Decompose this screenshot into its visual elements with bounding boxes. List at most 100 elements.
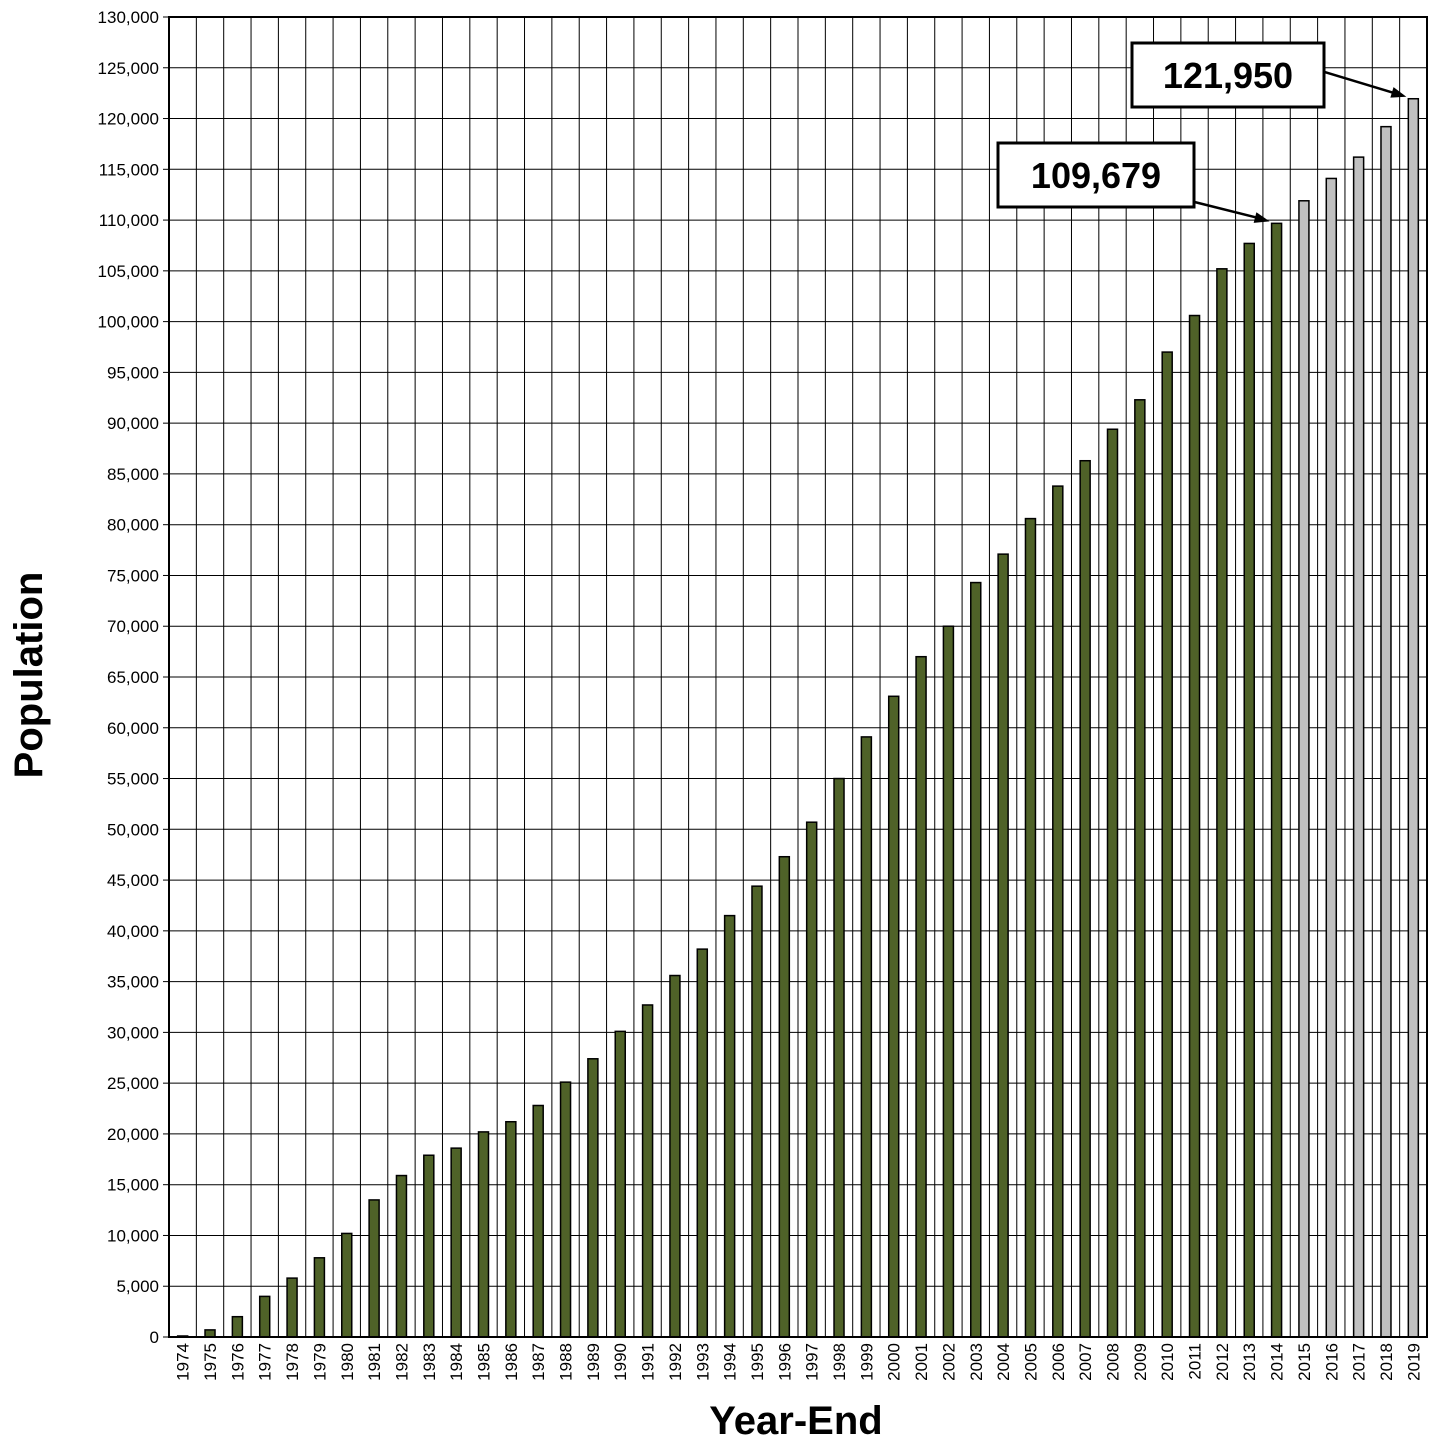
x-tick-label: 1984: [447, 1343, 466, 1381]
bar-1988: [559, 1081, 572, 1338]
x-tick-label: 2006: [1049, 1343, 1068, 1381]
x-tick-label: 2015: [1295, 1343, 1314, 1381]
x-axis-title: Year-End: [709, 1399, 882, 1442]
callout-label: 121,950: [1163, 55, 1293, 96]
y-tick-label: 90,000: [107, 414, 159, 433]
bar-2002: [942, 625, 955, 1338]
x-tick-label: 1983: [420, 1343, 439, 1381]
bar-1978: [286, 1277, 298, 1338]
x-tick-label: 1997: [803, 1343, 822, 1381]
bar-1985: [477, 1131, 490, 1338]
x-tick-label: 2008: [1104, 1343, 1123, 1381]
y-tick-label: 130,000: [98, 8, 159, 27]
x-tick-label: 2013: [1240, 1343, 1259, 1381]
x-tick-label: 2004: [994, 1343, 1013, 1381]
callout-label: 109,679: [1031, 155, 1161, 196]
bar-2007: [1079, 459, 1091, 1338]
x-tick-label: 1979: [310, 1343, 329, 1381]
x-tick-label: 1981: [365, 1343, 384, 1381]
y-tick-label: 95,000: [107, 363, 159, 382]
bar-1977: [258, 1295, 271, 1338]
y-tick-label: 60,000: [107, 719, 159, 738]
x-tick-label: 2014: [1268, 1343, 1287, 1381]
bar-1994: [723, 914, 736, 1338]
y-tick-label: 85,000: [107, 465, 159, 484]
bar-2015: [1298, 200, 1310, 1338]
y-tick-label: 10,000: [107, 1226, 159, 1245]
bar-1989: [587, 1058, 599, 1338]
x-tick-label: 1991: [639, 1343, 658, 1381]
x-tick-label: 2019: [1404, 1343, 1423, 1381]
x-tick-label: 1985: [475, 1343, 494, 1381]
x-tick-label: 1980: [338, 1343, 357, 1381]
x-tick-label: 2016: [1322, 1343, 1341, 1381]
x-tick-label: 1999: [857, 1343, 876, 1381]
bar-2012: [1216, 268, 1228, 1338]
y-tick-label: 50,000: [107, 820, 159, 839]
x-tick-label: 2001: [912, 1343, 931, 1381]
x-tick-label: 1989: [584, 1343, 603, 1381]
y-tick-label: 115,000: [99, 160, 159, 179]
x-tick-label: 1990: [611, 1343, 630, 1381]
x-tick-label: 1976: [228, 1343, 247, 1381]
x-tick-label: 1978: [283, 1343, 302, 1381]
y-tick-label: 100,000: [98, 313, 159, 332]
x-tick-labels: 1974 1975 1976 1977 1978 1979 1980 1981 1982 1983…: [174, 1343, 1424, 1381]
bar-2017: [1352, 156, 1365, 1338]
y-tick-label: 70,000: [107, 617, 159, 636]
plot-area-border: [168, 16, 1428, 1338]
callout-leader-line: [1323, 70, 1397, 95]
x-tick-label: 2009: [1131, 1343, 1150, 1381]
x-tick-label: 2010: [1158, 1343, 1177, 1381]
bar-1986: [505, 1120, 517, 1338]
bar-2019: [1407, 97, 1420, 1338]
bar-2013: [1243, 242, 1255, 1338]
x-tick-label: 2000: [885, 1343, 904, 1381]
y-tick-label: 65,000: [107, 668, 159, 687]
bar-1991: [641, 1004, 654, 1338]
bar-1990: [614, 1030, 626, 1338]
bar-1999: [860, 736, 873, 1338]
x-tick-label: 1988: [557, 1343, 576, 1381]
y-tick-label: 75,000: [107, 566, 159, 585]
y-tick-label: 20,000: [107, 1125, 159, 1144]
bar-1979: [313, 1257, 326, 1338]
bar-1997: [805, 821, 818, 1338]
callout-box: [1130, 41, 1326, 109]
bar-1992: [669, 974, 681, 1338]
bar-1998: [833, 777, 845, 1338]
bar-2004: [997, 553, 1009, 1338]
y-axis-title: Population: [7, 572, 51, 779]
bar-2009: [1134, 399, 1146, 1338]
callouts-group: 109,679 121,950: [996, 41, 1407, 223]
bar-2011: [1188, 314, 1201, 1338]
x-tick-label: 1977: [256, 1343, 275, 1381]
bar-1984: [450, 1147, 462, 1338]
y-tick-label: 5,000: [116, 1277, 159, 1296]
y-tick-label: 80,000: [107, 516, 159, 535]
y-tick-label: 55,000: [107, 770, 159, 789]
bars-group: [176, 97, 1420, 1338]
y-tick-labels: 0 5,000 10,000 15,000 20,000 25,000 30,000 35,0…: [98, 8, 159, 1347]
bar-2016: [1325, 177, 1338, 1338]
y-tick-label: 35,000: [107, 973, 159, 992]
bar-1980: [341, 1232, 353, 1338]
x-tick-label: 1994: [721, 1343, 740, 1381]
bar-2018: [1380, 125, 1392, 1338]
bar-2006: [1052, 485, 1064, 1338]
bar-1982: [395, 1174, 408, 1338]
bar-1996: [778, 855, 791, 1338]
y-tick-label: 125,000: [98, 59, 159, 78]
y-tick-label: 25,000: [107, 1074, 159, 1093]
bar-2010: [1161, 351, 1173, 1338]
x-tick-label: 1974: [174, 1343, 193, 1381]
grid-lines: [163, 16, 1427, 1338]
x-tick-label: 1998: [830, 1343, 849, 1381]
x-tick-label: 2005: [1021, 1343, 1040, 1381]
bar-1975: [204, 1329, 216, 1338]
bar-2000: [887, 695, 900, 1338]
bar-2014: [1270, 222, 1283, 1338]
x-tick-label: 2017: [1350, 1343, 1369, 1381]
x-tick-label: 2007: [1076, 1343, 1095, 1381]
x-tick-label: 1992: [666, 1343, 685, 1381]
